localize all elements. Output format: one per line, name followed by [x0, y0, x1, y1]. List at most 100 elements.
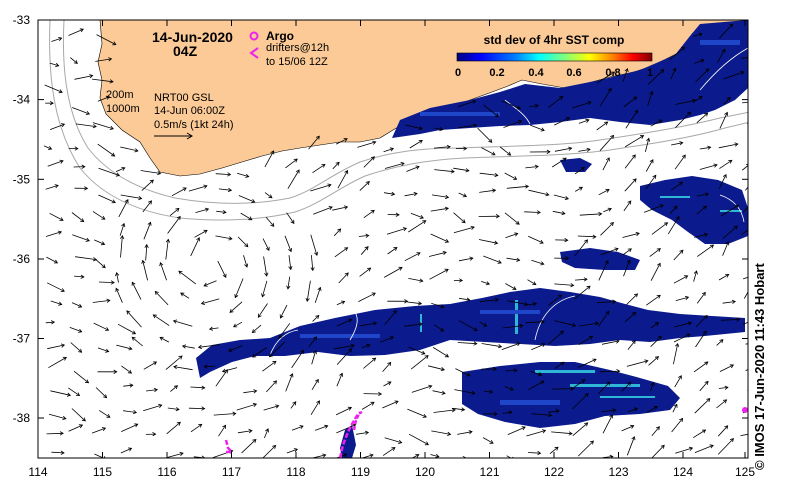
velocity-arrow [314, 425, 328, 431]
velocity-arrow [142, 200, 152, 213]
velocity-arrowhead [473, 327, 478, 332]
velocity-arrow [51, 451, 65, 454]
velocity-arrowhead [516, 342, 521, 347]
velocity-arrow [531, 343, 546, 351]
drifter-track-3 [352, 411, 362, 431]
velocity-arrow [504, 386, 514, 391]
velocity-arrow [98, 167, 120, 176]
velocity-arrowhead [391, 447, 396, 451]
velocity-arrow [741, 57, 748, 59]
velocity-arrowhead [59, 159, 64, 164]
drifter-legend-icon [249, 47, 259, 59]
velocity-arrowhead [607, 87, 612, 92]
velocity-arrow [483, 255, 502, 264]
velocity-arrowhead [632, 311, 637, 316]
velocity-arrowhead [675, 342, 680, 348]
velocity-arrow [264, 428, 269, 439]
velocity-arrowhead [612, 408, 617, 413]
velocity-arrowhead [570, 386, 575, 391]
velocity-arrow [673, 249, 684, 261]
velocity-arrowhead [58, 89, 63, 94]
velocity-arrowhead [370, 209, 375, 214]
velocity-arrow [741, 229, 748, 236]
velocity-arrowhead [624, 67, 629, 73]
velocity-arrowhead [444, 206, 449, 211]
velocity-arrowhead [159, 336, 164, 341]
velocity-arrow [92, 300, 110, 303]
velocity-arrowhead [472, 99, 477, 104]
velocity-arrow [190, 386, 205, 389]
velocity-arrow [553, 194, 569, 200]
velocity-arrowhead [681, 46, 686, 51]
velocity-arrowhead [663, 222, 669, 227]
velocity-arrow [359, 267, 371, 277]
velocity-arrow [624, 178, 637, 192]
velocity-arrow [237, 430, 252, 434]
velocity-arrowhead [473, 341, 478, 346]
velocity-arrow [155, 291, 169, 306]
velocity-arrowhead [366, 343, 371, 348]
velocity-arrow [452, 407, 465, 411]
velocity-arrow [504, 172, 517, 180]
velocity-arrowhead [627, 248, 632, 253]
velocity-arrowhead [422, 413, 427, 418]
velocity-arrowhead [66, 392, 72, 397]
velocity-arrowhead [580, 167, 585, 171]
velocity-arrowhead [228, 347, 233, 352]
velocity-arrowhead [109, 125, 114, 130]
velocity-arrowhead [495, 214, 500, 219]
velocity-arrowhead [268, 194, 273, 199]
velocity-arrowhead [152, 361, 158, 366]
velocity-arrow [429, 269, 449, 280]
velocity-arrow [696, 112, 708, 124]
velocity-arrowhead [546, 149, 551, 154]
velocity-arrow [383, 381, 392, 387]
velocity-arrowhead [654, 322, 660, 326]
velocity-arrowhead [148, 200, 152, 205]
velocity-arrowhead [678, 375, 682, 380]
velocity-arrowhead [584, 422, 589, 427]
velocity-arrowhead [105, 95, 111, 100]
plot-area [38, 20, 753, 458]
velocity-arrowhead [701, 291, 706, 297]
velocity-arrowhead [473, 123, 478, 128]
velocity-arrowhead [343, 205, 349, 210]
velocity-arrowhead [703, 314, 708, 319]
velocity-arrowhead [540, 261, 545, 266]
velocity-arrow [551, 157, 567, 168]
velocity-arrowhead [558, 294, 563, 299]
velocity-arrow [479, 299, 499, 303]
velocity-arrowhead [728, 159, 733, 164]
velocity-arrowhead [707, 145, 712, 150]
velocity-arrowhead [722, 399, 728, 404]
velocity-arrowhead [422, 220, 427, 224]
velocity-arrowhead [343, 138, 348, 142]
velocity-arrow [336, 424, 356, 434]
velocity-arrowhead [657, 335, 662, 340]
velocity-arrow [308, 135, 320, 150]
velocity-arrowhead [565, 256, 570, 261]
velocity-arrow [405, 124, 423, 130]
velocity-arrow [68, 387, 80, 396]
velocity-arrowhead [228, 236, 233, 241]
velocity-arrowhead [272, 360, 277, 365]
velocity-arrowhead [159, 261, 164, 267]
velocity-arrowhead [656, 262, 661, 267]
velocity-arrowhead [59, 217, 64, 221]
velocity-arrowhead [605, 157, 610, 162]
velocity-arrowhead [468, 430, 473, 435]
velocity-arrow [433, 146, 451, 149]
velocity-arrow [70, 342, 82, 353]
velocity-arrow [720, 204, 739, 217]
velocity-arrow [97, 347, 109, 352]
velocity-arrow [722, 301, 736, 304]
velocity-arrow [717, 49, 726, 63]
velocity-arrowhead [750, 181, 753, 185]
velocity-arrowhead [58, 37, 63, 41]
y-tick-label: -36 [13, 252, 31, 266]
velocity-arrow [624, 154, 636, 169]
velocity-arrowhead [80, 274, 85, 279]
velocity-arrowhead [394, 400, 399, 405]
velocity-arrowhead [709, 444, 714, 449]
velocity-arrowhead [178, 355, 183, 360]
